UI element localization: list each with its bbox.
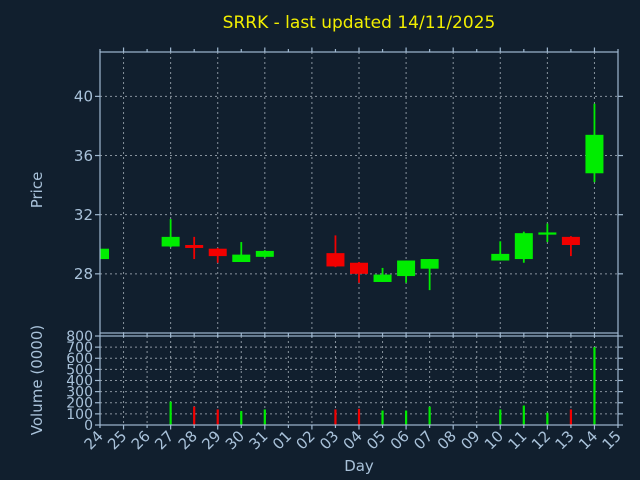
- day-tick-label: 03: [316, 427, 342, 453]
- volume-tick-label: 0: [84, 418, 93, 434]
- day-tick-label: 25: [104, 427, 130, 453]
- volume-tick-label: 800: [66, 329, 93, 345]
- day-tick-label: 30: [222, 427, 248, 453]
- candle-body-24: [100, 248, 109, 260]
- candle-body-11: [514, 233, 533, 260]
- volume-axis-label: Volume (0000): [28, 324, 46, 436]
- candle-body-05: [373, 274, 392, 282]
- candle-body-07: [420, 259, 439, 269]
- day-tick-label: 29: [198, 427, 224, 453]
- volume-bar-13: [569, 409, 573, 425]
- day-tick-label: 08: [434, 427, 460, 453]
- day-tick-label: 15: [599, 427, 625, 453]
- day-tick-label: 06: [387, 427, 413, 453]
- candle-body-30: [232, 254, 251, 263]
- day-axis-label: Day: [344, 457, 374, 475]
- volume-bar-03: [334, 409, 337, 425]
- volume-tick-label: 600: [66, 351, 93, 367]
- volume-tick-label: 200: [66, 396, 93, 412]
- volume-bar-07: [428, 406, 431, 425]
- price-axis-label: Price: [28, 171, 46, 209]
- chart-title: SRRK - last updated 14/11/2025: [222, 13, 496, 33]
- volume-tick-label: 700: [66, 340, 93, 356]
- day-tick-label: 02: [293, 427, 319, 453]
- volume-bar-11: [522, 405, 525, 425]
- volume-bar-27: [169, 401, 172, 425]
- day-tick-label: 28: [175, 427, 201, 453]
- candle-body-04: [350, 262, 368, 274]
- candle-body-10: [491, 253, 510, 261]
- day-tick-label: 13: [552, 427, 578, 453]
- candle-body-06: [397, 260, 416, 277]
- price-tick-label: 40: [74, 88, 93, 106]
- volume-tick-label: 300: [66, 385, 93, 401]
- candle-body-14: [585, 134, 604, 174]
- day-tick-label: 27: [151, 427, 177, 453]
- volume-bar-05: [381, 410, 384, 425]
- day-tick-label: 12: [528, 427, 554, 453]
- volume-bar-31: [263, 409, 266, 425]
- volume-bar-28: [193, 406, 196, 425]
- day-tick-label: 07: [410, 427, 436, 453]
- candle-body-03: [326, 253, 345, 267]
- price-tick-label: 28: [74, 265, 93, 283]
- day-tick-label: 05: [363, 427, 389, 453]
- candle-body-31: [255, 250, 274, 257]
- candles-group: [100, 103, 604, 291]
- volume-tick-label: 100: [66, 407, 93, 423]
- day-tick-label: 04: [340, 427, 366, 453]
- volume-bar-06: [404, 410, 408, 425]
- candle-body-29: [208, 248, 227, 257]
- candle-body-13: [561, 236, 580, 246]
- volume-tick-label: 500: [66, 362, 93, 378]
- price-tick-label: 36: [74, 147, 93, 165]
- candle-body-27: [161, 236, 180, 247]
- day-tick-label: 09: [457, 427, 483, 453]
- volume-bar-04: [357, 408, 361, 425]
- price-tick-label: 32: [74, 206, 93, 224]
- volume-bar-14: [593, 347, 596, 425]
- candle-body-28: [185, 245, 204, 248]
- candle-body-12: [538, 232, 557, 235]
- day-tick-label: 26: [128, 427, 154, 453]
- day-tick-label: 11: [504, 427, 530, 453]
- day-tick-label: 14: [575, 427, 601, 453]
- volume-tick-label: 400: [66, 373, 93, 389]
- volume-bar-10: [499, 409, 502, 425]
- day-tick-label: 01: [269, 427, 295, 453]
- day-tick-label: 31: [245, 427, 271, 453]
- day-tick-label: 10: [481, 427, 507, 453]
- volume-bar-30: [240, 411, 243, 425]
- volume-bar-29: [216, 409, 219, 425]
- volume-bar-12: [546, 412, 549, 425]
